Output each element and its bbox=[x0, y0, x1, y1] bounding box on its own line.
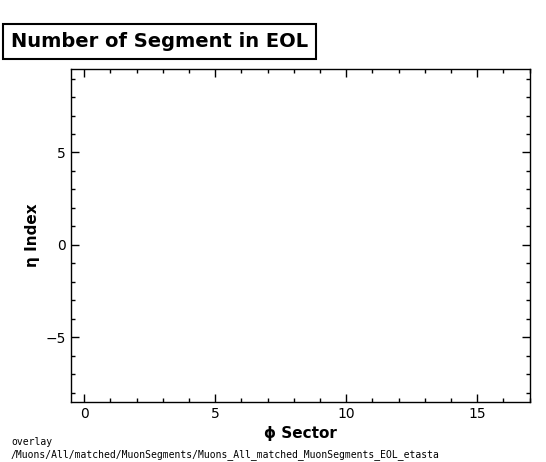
Text: Number of Segment in EOL: Number of Segment in EOL bbox=[11, 32, 308, 51]
Y-axis label: η Index: η Index bbox=[25, 204, 40, 267]
Text: overlay
/Muons/All/matched/MuonSegments/Muons_All_matched_MuonSegments_EOL_etast: overlay /Muons/All/matched/MuonSegments/… bbox=[11, 437, 440, 460]
X-axis label: ϕ Sector: ϕ Sector bbox=[264, 426, 337, 441]
